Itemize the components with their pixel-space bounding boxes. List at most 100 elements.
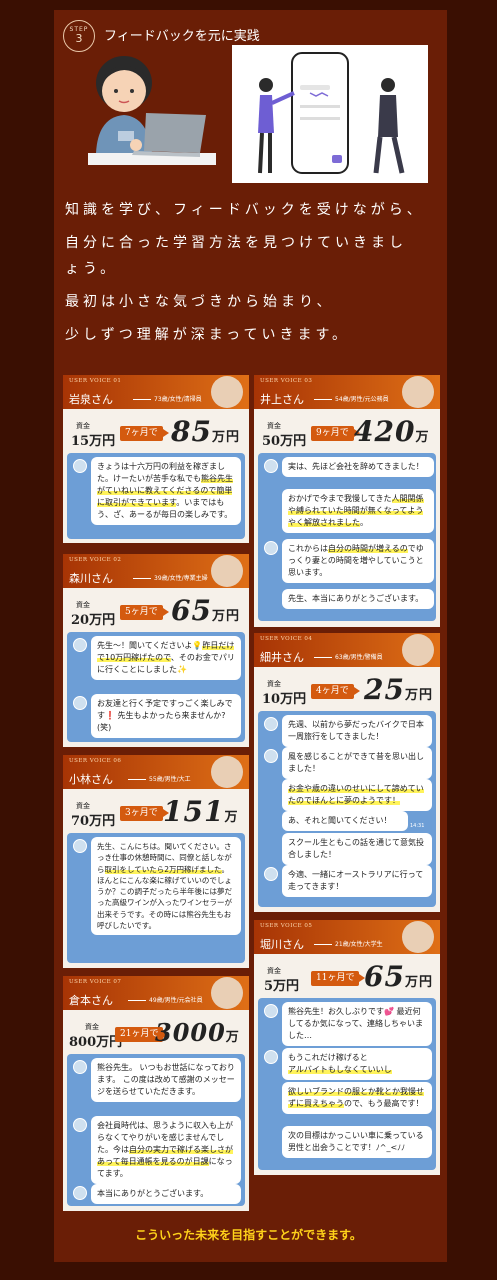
user-demographic: 49歳/男性/元会社員 — [128, 995, 203, 1004]
user-avatar-icon — [264, 867, 278, 881]
user-voice-card: USER VOICE 01 岩泉さん 73歳/女性/清掃員 資金 15万円 7ヶ… — [63, 375, 249, 543]
profit-summary: 資金 800万円 21ヶ月で 3000万円 — [63, 1010, 249, 1074]
chat-message: 実は、先ほど会社を辞めてきました！ — [282, 457, 434, 477]
profit-summary: 資金 20万円 5ヶ月で 65万円 — [63, 588, 249, 634]
voice-number: USER VOICE 01 — [69, 378, 122, 384]
chat-message: 先週、以前から夢だったバイクで日本一周旅行をしてきました！ — [282, 715, 432, 747]
capital-amount: 50万円 — [262, 434, 307, 449]
intro-line-5: 少しずつ理解が深まっていきます。 — [65, 327, 351, 343]
intro-line-4: 最初は小さな気づきから始まり、 — [65, 294, 335, 310]
capital-label: 資金 — [267, 680, 281, 688]
chat-message: おかげで今まで我慢してきた人間関係や縛られていた時間が無くなってようやく解放され… — [282, 489, 434, 533]
user-avatar-icon — [264, 749, 278, 763]
footer-text: こういった未来を目指すことができます。 — [135, 1228, 362, 1242]
chat-box: 先週、以前から夢だったバイクで日本一周旅行をしてきました！ 風を感じることができ… — [258, 711, 436, 907]
user-voice-card: USER VOICE 06 小林さん 55歳/男性/大工 資金 70万円 3ヶ月… — [63, 755, 249, 968]
user-avatar — [211, 977, 243, 1009]
capital-amount: 5万円 — [264, 979, 300, 994]
user-name: 井上さん — [260, 393, 304, 406]
user-avatar-icon — [73, 638, 87, 652]
step-badge: STEP 3 — [63, 20, 95, 52]
chat-message: 風を感じることができて昔を思い出しました！ — [282, 747, 432, 779]
result-amount: 3000万円 — [155, 1018, 240, 1074]
capital-amount: 10万円 — [262, 692, 307, 707]
message-timestamp: 14:31 — [410, 823, 425, 829]
voice-number: USER VOICE 03 — [260, 378, 313, 384]
chat-message: お友達と行く予定ですっごく楽しみです❗ 先生もよかったら来ませんか?(笑) — [91, 694, 241, 738]
user-avatar-icon — [264, 541, 278, 555]
user-voice-card: USER VOICE 03 井上さん 54歳/男性/元公務員 資金 50万円 9… — [254, 375, 440, 627]
chat-message: 先生、こんにちは。聞いてください。さっき仕事の休憩時間に、同僚と話しながら取引を… — [91, 837, 241, 936]
chat-message: 本当にありがとうございます。 — [91, 1184, 241, 1204]
card-header: USER VOICE 02 森川さん 39歳/女性/専業主婦 — [63, 554, 249, 588]
user-avatar — [402, 634, 434, 666]
chat-message: 熊谷先生。 いつもお世話になっております。 この度は改めて感謝のメッセージを送ら… — [91, 1058, 241, 1102]
chat-message: 欲しいブランドの服とか靴とか我慢せずに買えちゃうので、もう最高です！ — [282, 1082, 432, 1114]
chat-message: 先生〜！聞いてくださいよ💡昨日だけで10万円稼げたので、そのお金でパリに行くこと… — [91, 636, 241, 680]
capital-label: 資金 — [76, 422, 90, 430]
chat-box: きょうは十六万円の利益を稼ぎました。けーたいが苦手な私でも熊谷先生がていねいに教… — [67, 453, 245, 539]
chat-message: あ、それと聞いてください！ — [282, 811, 408, 831]
card-header: USER VOICE 06 小林さん 55歳/男性/大工 — [63, 755, 249, 789]
intro-line-1: 知識を学び、フィードバックを受けながら、 — [65, 202, 425, 218]
step-title: フィードバックを元に実践 — [104, 29, 260, 44]
chat-message: お金や歳の違いのせいにして諦めていたのでほんとに夢のようです！ — [282, 779, 432, 811]
user-demographic: 54歳/男性/元公務員 — [314, 394, 389, 403]
user-avatar-icon — [264, 717, 278, 731]
phone-app-illustration — [232, 45, 428, 183]
chat-box: 先生、こんにちは。聞いてください。さっき仕事の休憩時間に、同僚と話しながら取引を… — [67, 833, 245, 963]
user-name: 倉本さん — [69, 994, 113, 1007]
capital-label: 資金 — [267, 967, 281, 975]
user-demographic: 39歳/女性/専業主婦 — [133, 573, 208, 582]
period-label: 21ヶ月で — [115, 1027, 170, 1042]
user-name: 小林さん — [69, 773, 113, 786]
user-avatar — [402, 376, 434, 408]
capital-amount: 20万円 — [71, 613, 116, 628]
user-voice-card: USER VOICE 02 森川さん 39歳/女性/専業主婦 資金 20万円 5… — [63, 554, 249, 747]
step-number: 3 — [75, 32, 83, 45]
capital-label: 資金 — [267, 422, 281, 430]
profit-summary: 資金 5万円 11ヶ月で 65万円 — [254, 954, 440, 1000]
user-avatar-icon — [73, 696, 87, 710]
profit-summary: 資金 70万円 3ヶ月で 151万円 — [63, 789, 249, 858]
intro-line-3: ょう。 — [65, 261, 119, 277]
capital-label: 資金 — [85, 1023, 99, 1031]
card-header: USER VOICE 01 岩泉さん 73歳/女性/清掃員 — [63, 375, 249, 409]
voice-number: USER VOICE 06 — [69, 758, 122, 764]
chat-message: 先生、本当にありがとうございます。 — [282, 589, 434, 609]
result-amount: 65万円 — [364, 960, 433, 993]
profit-summary: 資金 15万円 7ヶ月で 85万円 — [63, 409, 249, 455]
chat-message: 次の目標はかっこいい車に乗っている男性と出会うことです！ﾉ^_<ﾉﾉ — [282, 1126, 432, 1158]
result-amount: 85万円 — [171, 415, 240, 448]
voice-number: USER VOICE 02 — [69, 557, 122, 563]
card-header: USER VOICE 04 細井さん 63歳/男性/警備員 — [254, 633, 440, 667]
profit-summary: 資金 10万円 4ヶ月で 25万円 — [254, 667, 440, 713]
user-name: 森川さん — [69, 572, 113, 585]
period-label: 9ヶ月で — [311, 426, 360, 441]
capital-amount: 70万円 — [71, 814, 116, 829]
user-avatar — [402, 921, 434, 953]
chat-message: きょうは十六万円の利益を稼ぎました。けーたいが苦手な私でも熊谷先生がていねいに教… — [91, 457, 241, 525]
chat-message: 今適、一緒にオーストラリアに行って走ってきます！ — [282, 865, 432, 897]
chat-box: 熊谷先生。 いつもお世話になっております。 この度は改めて感謝のメッセージを送ら… — [67, 1054, 245, 1206]
user-avatar — [211, 376, 243, 408]
user-name: 細井さん — [260, 651, 304, 664]
user-avatar-icon — [73, 1118, 87, 1132]
user-avatar-icon — [264, 1050, 278, 1064]
result-amount: 65万円 — [171, 594, 240, 627]
user-avatar-icon — [73, 839, 87, 853]
period-label: 4ヶ月で — [311, 684, 360, 699]
intro-line-2: 自分に合った学習方法を見つけていきまし — [65, 235, 407, 251]
user-avatar-icon — [73, 1060, 87, 1074]
user-voice-card: USER VOICE 05 堀川さん 21歳/女性/大学生 資金 5万円 11ヶ… — [254, 920, 440, 1175]
user-avatar-icon — [264, 459, 278, 473]
user-demographic: 21歳/女性/大学生 — [314, 939, 383, 948]
period-label: 7ヶ月で — [120, 426, 169, 441]
chat-box: 実は、先ほど会社を辞めてきました！ おかげで今まで我慢してきた人間関係や縛られて… — [258, 453, 436, 621]
result-amount: 25万円 — [364, 673, 433, 706]
chat-message: 熊谷先生！お久しぶりです💕 最近何してるか気になって、連絡しちゃいました… — [282, 1002, 432, 1046]
user-demographic: 55歳/男性/大工 — [128, 774, 191, 783]
user-avatar — [211, 756, 243, 788]
user-avatar — [211, 555, 243, 587]
user-name: 岩泉さん — [69, 393, 113, 406]
